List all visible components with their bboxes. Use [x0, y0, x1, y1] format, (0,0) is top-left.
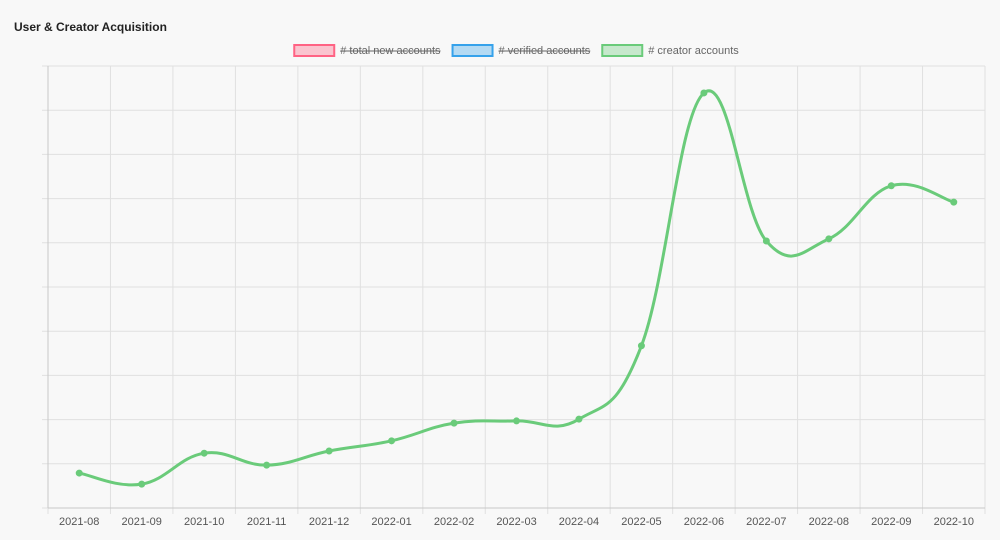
x-tick-label: 2022-09	[871, 516, 911, 528]
point	[138, 480, 146, 488]
x-tick-label: 2021-08	[59, 516, 99, 528]
point	[450, 419, 458, 427]
legend-label: # creator accounts	[648, 45, 739, 57]
point	[388, 437, 396, 445]
x-tick-label: 2022-10	[934, 516, 974, 528]
point	[762, 237, 770, 245]
x-tick-label: 2022-06	[684, 516, 724, 528]
x-tick-label: 2022-01	[371, 516, 411, 528]
point	[637, 342, 645, 350]
x-tick-label: 2022-07	[746, 516, 786, 528]
point	[700, 89, 708, 97]
x-tick-label: 2021-10	[184, 516, 224, 528]
point	[263, 461, 271, 469]
legend-item[interactable]: # creator accounts	[601, 44, 739, 57]
point	[75, 469, 83, 477]
point	[575, 415, 583, 423]
legend-swatch	[451, 44, 494, 57]
x-tick-label: 2022-05	[621, 516, 661, 528]
x-tick-label: 2022-02	[434, 516, 474, 528]
point	[950, 198, 958, 206]
point	[513, 417, 520, 425]
x-tick-label: 2022-08	[809, 516, 849, 528]
legend-swatch	[601, 44, 644, 57]
x-tick-label: 2022-04	[559, 516, 599, 528]
chart-title: User & Creator Acquisition	[14, 20, 167, 34]
x-tick-label: 2021-11	[247, 516, 287, 528]
point	[825, 235, 833, 243]
x-tick-label: 2022-03	[496, 516, 536, 528]
point	[325, 447, 333, 455]
legend-swatch	[293, 44, 336, 57]
point	[887, 182, 895, 190]
x-tick-label: 2021-12	[309, 516, 349, 528]
x-tick-label: 2021-09	[122, 516, 162, 528]
line	[78, 89, 955, 487]
legend: # total new accounts # verified accounts #…	[293, 44, 739, 57]
point	[200, 449, 208, 457]
legend-item[interactable]: # total new accounts	[293, 44, 441, 57]
legend-item[interactable]: # verified accounts	[451, 44, 591, 57]
